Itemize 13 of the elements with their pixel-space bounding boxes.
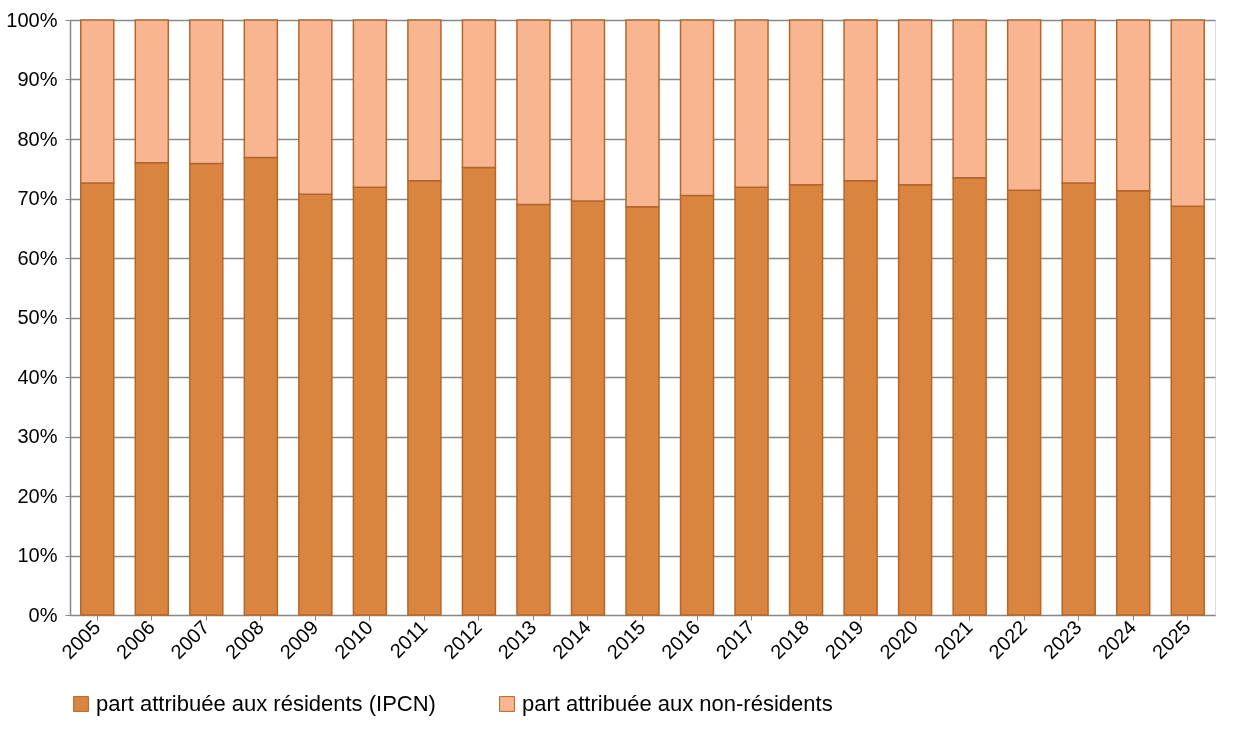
y-tick-label: 10%	[17, 544, 58, 566]
y-tick-label: 80%	[17, 127, 58, 150]
y-tick-label: 90%	[17, 68, 58, 90]
y-tick-label: 30%	[17, 425, 58, 447]
legend-label: part attribuée aux résidents (IPCN)	[96, 691, 436, 716]
y-tick-label: 60%	[17, 246, 58, 269]
y-tick-label: 20%	[17, 484, 58, 507]
y-tick-label: 70%	[17, 187, 58, 209]
y-tick-label: 40%	[17, 365, 58, 388]
y-tick-label: 100%	[6, 8, 58, 31]
legend-label: part attribuée aux non-résidents	[522, 691, 833, 716]
y-tick-label: 0%	[28, 603, 58, 626]
y-tick-label: 50%	[17, 306, 58, 328]
